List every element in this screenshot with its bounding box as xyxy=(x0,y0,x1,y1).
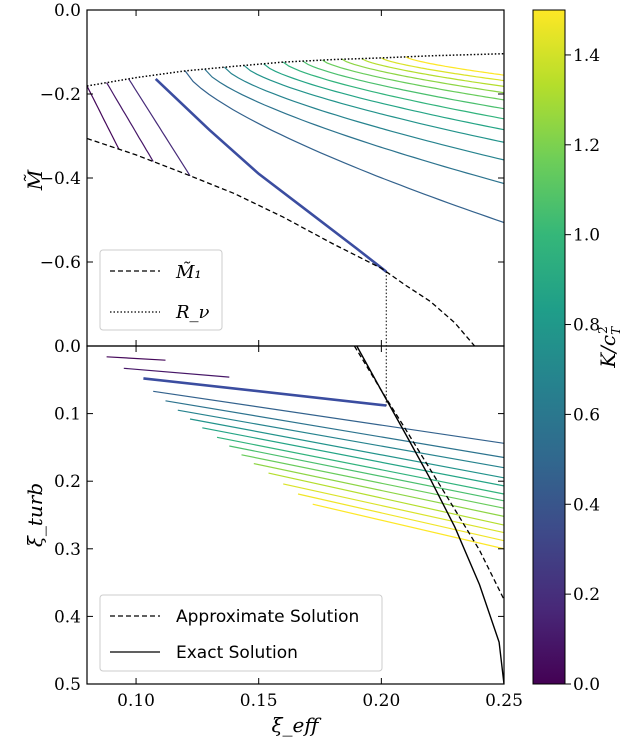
bottom-ylabel: ξ_turb xyxy=(23,483,47,547)
colorbar-tick-label: 0.2 xyxy=(573,585,600,605)
r-nu-boundary-curve xyxy=(87,52,504,87)
bottom-series-segment xyxy=(241,454,504,509)
bottom-xtick-label: 0.20 xyxy=(362,691,400,711)
top-legend-box xyxy=(99,249,223,331)
bottom-series-segment xyxy=(283,483,504,534)
legend-entry-m1: M̃₁ xyxy=(175,261,202,283)
top-series-line xyxy=(87,85,120,150)
top-series-line xyxy=(381,57,504,82)
bottom-legend-box xyxy=(99,594,383,672)
bottom-ytick-label: 0.3 xyxy=(54,540,81,560)
bottom-series-segment xyxy=(229,445,504,502)
top-series-line xyxy=(263,63,504,131)
approximate-solution-curve xyxy=(353,346,504,600)
top-ylabel: M̃ xyxy=(23,169,47,191)
top-series-line xyxy=(106,82,154,162)
colorbar-tick-label: 0.4 xyxy=(573,495,600,515)
top-panel-curves xyxy=(87,52,504,346)
top-series-line xyxy=(405,56,504,76)
top-series-line xyxy=(223,66,504,161)
bottom-xtick-label: 0.15 xyxy=(240,691,278,711)
top-series-line xyxy=(361,58,504,87)
colorbar-tick-label: 0.6 xyxy=(573,405,600,425)
bottom-series-segment xyxy=(216,436,504,495)
colorbar-tick-label: 1.0 xyxy=(573,226,600,246)
top-series-line xyxy=(204,68,504,185)
bottom-series-segment xyxy=(177,409,504,469)
bottom-series-segment xyxy=(189,418,504,479)
bottom-series-segment xyxy=(202,427,504,487)
axis-ticks: 0.0 −0.2 −0.4 −0.6 0.0 0.1 0.2 0.3 0.4 0.5 0.10 0.1… xyxy=(40,1,523,711)
colorbar-tick-label: 1.2 xyxy=(573,136,600,156)
bottom-xtick-label: 0.10 xyxy=(117,691,155,711)
bottom-series-segment xyxy=(253,463,504,517)
top-ytick-label: 0.0 xyxy=(54,1,81,21)
colorbar-tick-label: 1.4 xyxy=(573,46,600,66)
top-legend: M̃₁ R_ν xyxy=(99,249,223,331)
top-series-line xyxy=(341,58,504,94)
top-series-line xyxy=(322,59,504,101)
bottom-series-segment xyxy=(297,493,504,542)
bottom-ytick-label: 0.4 xyxy=(54,607,81,627)
bottom-series-segment xyxy=(123,367,230,378)
colorbar-label: K/cT2 xyxy=(596,326,623,369)
bottom-ytick-label: 0.1 xyxy=(54,405,81,425)
colorbar-label-sub: T xyxy=(609,326,623,335)
legend-entry-approx: Approximate Solution xyxy=(176,607,359,627)
top-series-line xyxy=(302,60,504,110)
exact-solution-curve xyxy=(356,346,504,684)
colorbar-tick-label: 0.8 xyxy=(573,316,600,336)
bottom-series-segment xyxy=(165,400,504,459)
colorbar-label-sup: 2 xyxy=(596,326,610,334)
top-series-line xyxy=(128,78,191,177)
bottom-series-segment xyxy=(153,390,504,444)
bottom-series-segment xyxy=(268,472,504,526)
top-highlight-curve xyxy=(154,77,388,273)
bottom-legend: Approximate Solution Exact Solution xyxy=(99,594,383,672)
bottom-ytick-label: 0.0 xyxy=(54,337,81,357)
bottom-xlabel: ξ_eff xyxy=(271,713,322,737)
bottom-ytick-label: 0.2 xyxy=(54,472,81,492)
colorbar-label-main: K/c xyxy=(596,335,620,369)
top-ytick-label: −0.2 xyxy=(40,85,81,105)
colorbar-ticks: 0.0 0.2 0.4 0.6 0.8 1.0 1.2 1.4 xyxy=(565,46,600,695)
legend-entry-rnu: R_ν xyxy=(175,302,210,323)
top-ytick-label: −0.4 xyxy=(40,169,81,189)
bottom-panel-frame xyxy=(86,345,505,685)
bottom-ytick-label: 0.5 xyxy=(54,675,81,695)
top-ytick-label: −0.6 xyxy=(40,253,81,273)
bottom-series-segment xyxy=(312,503,504,550)
top-series-line xyxy=(243,64,504,143)
colorbar xyxy=(532,9,566,685)
bottom-xtick-label: 0.25 xyxy=(485,691,523,711)
bottom-highlight-segment xyxy=(143,377,387,407)
m1-boundary-curve xyxy=(87,137,476,346)
top-series-line xyxy=(184,70,504,224)
bottom-panel-curves xyxy=(106,346,504,684)
bottom-series-segment xyxy=(106,356,166,361)
legend-entry-exact: Exact Solution xyxy=(176,643,298,663)
top-series-line xyxy=(282,61,504,120)
colorbar-tick-label: 0.0 xyxy=(573,675,600,695)
